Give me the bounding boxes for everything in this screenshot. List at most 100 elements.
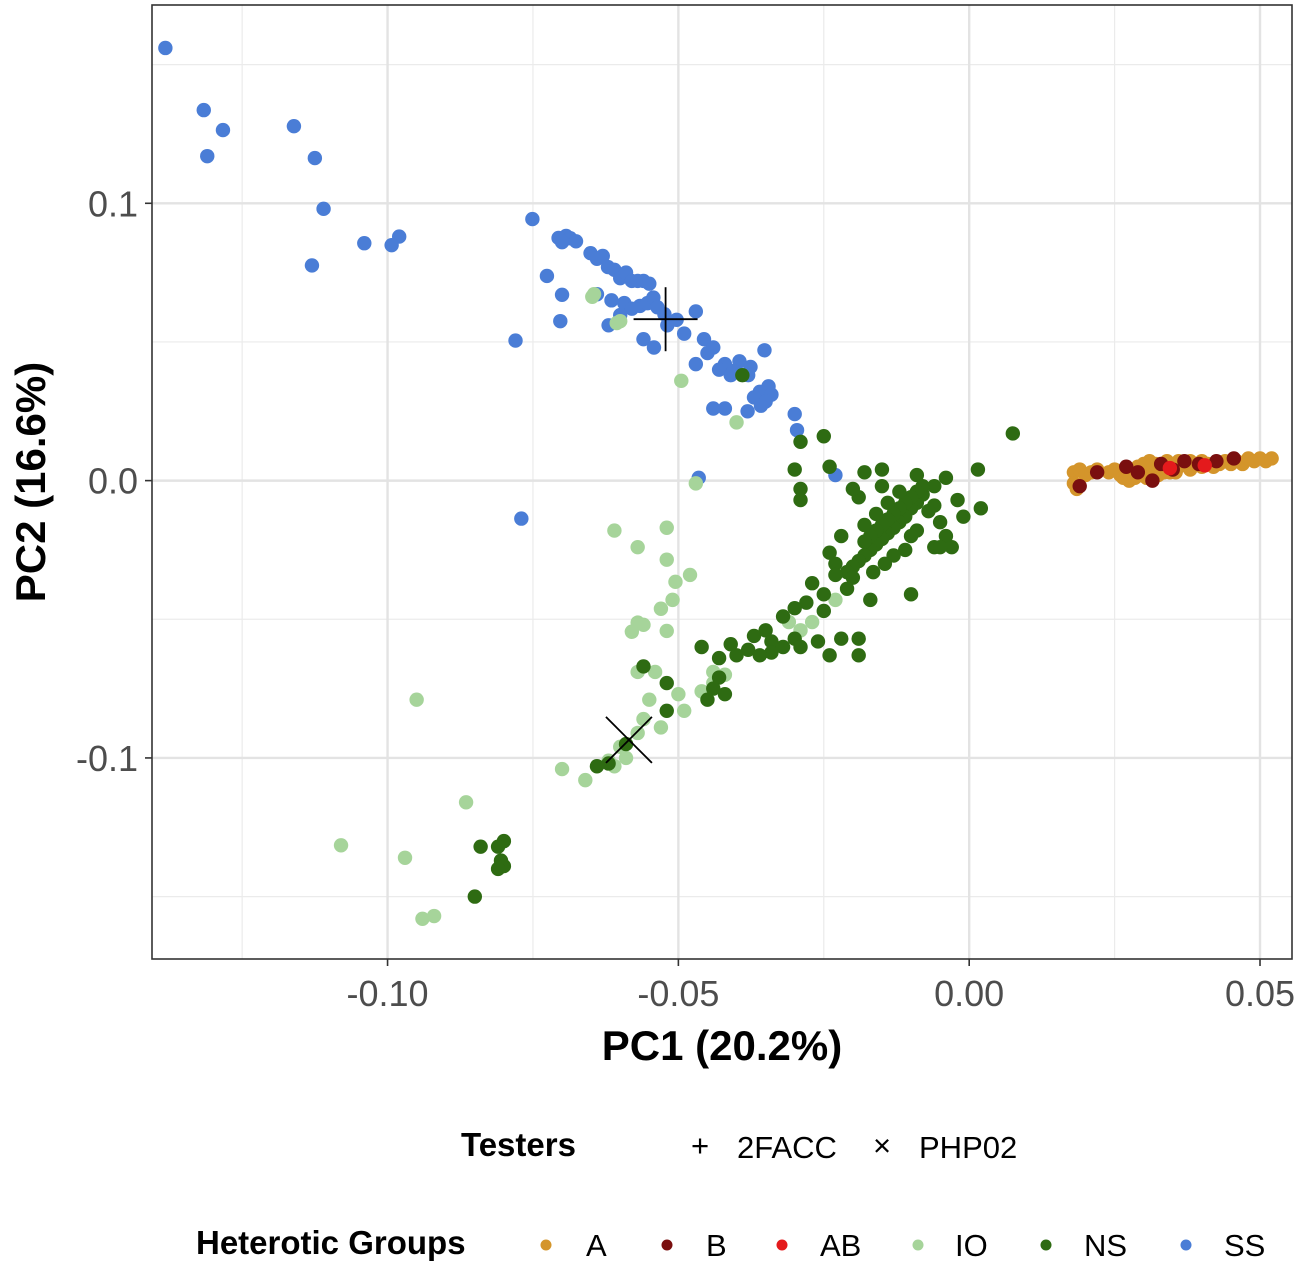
point-io	[630, 725, 645, 741]
point-io	[618, 750, 634, 766]
point-ns	[793, 492, 808, 508]
x-tick-label: 0.00	[934, 973, 1004, 1014]
point-ns	[700, 692, 715, 707]
tester-marker-stroke	[605, 716, 653, 764]
point-ns	[892, 484, 907, 499]
point-ss	[676, 326, 692, 341]
legend-label-io: IO	[955, 1228, 988, 1263]
point-ns	[764, 634, 779, 649]
tester-markers	[605, 287, 698, 764]
point-io	[676, 703, 692, 718]
point-ss	[595, 248, 610, 264]
series-ss	[158, 40, 843, 526]
point-ss	[604, 293, 619, 308]
point-ns	[793, 481, 808, 497]
point-ns	[828, 556, 843, 572]
point-b	[1072, 478, 1087, 494]
legend-label-2facc: 2FACC	[737, 1130, 837, 1165]
point-ss	[757, 343, 772, 358]
point-ss	[508, 333, 523, 348]
legend-key-io	[912, 1239, 924, 1251]
point-ns	[834, 528, 849, 544]
point-ns	[822, 545, 837, 560]
legend-symbol-2facc: +	[691, 1128, 709, 1163]
point-io	[668, 574, 683, 590]
point-ns	[1005, 426, 1021, 441]
point-io	[659, 552, 674, 567]
point-ss	[200, 148, 215, 164]
point-ss	[286, 118, 302, 134]
point-ss	[636, 331, 651, 347]
point-ns	[898, 542, 913, 558]
point-ns	[857, 465, 872, 480]
point-ns	[877, 556, 893, 572]
point-io	[682, 567, 698, 583]
plot-panel-border	[151, 4, 1293, 960]
x-tick-label: -0.10	[347, 973, 429, 1014]
point-ns	[659, 703, 674, 718]
point-ss	[307, 150, 323, 166]
point-ns	[970, 462, 986, 477]
legend-key-a	[540, 1239, 552, 1251]
point-io	[409, 692, 424, 707]
legend-key-ss	[1180, 1239, 1192, 1251]
point-ns	[822, 459, 837, 474]
point-ns	[845, 570, 861, 585]
groups-legend-title: Heterotic Groups	[196, 1224, 466, 1261]
point-ns	[589, 759, 605, 774]
point-b	[1119, 459, 1134, 474]
point-io	[804, 614, 820, 630]
point-ss	[706, 401, 721, 416]
series-ns	[467, 368, 1021, 904]
heterotic-groups-legend: Heterotic Groups A B AB IO NS SS	[196, 1224, 1265, 1263]
point-ns	[706, 681, 721, 696]
point-ns	[874, 478, 890, 494]
point-ns	[868, 506, 884, 522]
point-ns	[839, 581, 855, 596]
legend-label-ss: SS	[1224, 1228, 1265, 1263]
point-ss	[158, 40, 173, 56]
point-ns	[927, 478, 942, 494]
point-ss	[711, 362, 727, 377]
point-ns	[851, 631, 866, 646]
point-ss	[554, 234, 570, 250]
point-ns	[834, 631, 849, 646]
point-io	[729, 415, 744, 430]
point-ns	[752, 648, 768, 663]
legend-label-ns: NS	[1084, 1228, 1127, 1263]
point-io	[458, 795, 474, 810]
point-io	[578, 772, 593, 788]
point-ns	[857, 517, 872, 533]
point-ns	[857, 534, 872, 549]
point-ss	[646, 340, 662, 355]
point-ss	[384, 237, 399, 253]
point-b	[1145, 473, 1160, 488]
point-ns	[740, 642, 756, 657]
point-io	[333, 838, 349, 853]
point-ns	[758, 623, 773, 638]
point-io	[653, 601, 669, 616]
point-ns	[793, 639, 808, 655]
legend-label-a: A	[586, 1228, 607, 1263]
legend-key-b	[661, 1239, 673, 1251]
point-ns	[723, 637, 738, 652]
point-ns	[787, 462, 802, 477]
point-b	[1177, 454, 1192, 469]
point-io	[426, 908, 442, 924]
point-ns	[880, 495, 895, 510]
point-io	[585, 289, 600, 304]
point-io	[653, 720, 669, 735]
point-io	[828, 592, 843, 608]
point-io	[607, 523, 622, 538]
point-io	[647, 664, 663, 680]
y-tick-label: -0.1	[76, 738, 138, 779]
point-ss	[787, 406, 802, 422]
point-ns	[775, 639, 791, 655]
point-ns	[764, 645, 779, 660]
point-ss	[700, 345, 715, 361]
point-ss	[740, 404, 755, 419]
point-ns	[956, 509, 971, 524]
point-ns	[799, 595, 814, 610]
point-b	[1209, 454, 1224, 469]
